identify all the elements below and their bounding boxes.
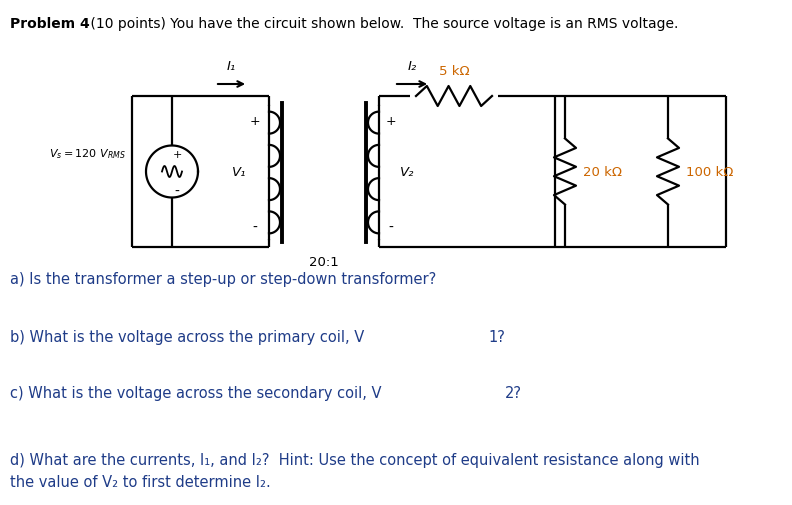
Text: V₁: V₁: [232, 166, 246, 179]
Text: +: +: [386, 114, 396, 127]
Text: 100 kΩ: 100 kΩ: [686, 166, 733, 179]
Text: the value of V₂ to first determine I₂.: the value of V₂ to first determine I₂.: [10, 474, 270, 489]
Text: -: -: [253, 221, 257, 234]
Text: a) Is the transformer a step-up or step-down transformer?: a) Is the transformer a step-up or step-…: [10, 272, 436, 287]
Text: +: +: [249, 114, 261, 127]
Text: c) What is the voltage across the secondary coil, V: c) What is the voltage across the second…: [10, 385, 381, 400]
Text: -: -: [389, 221, 394, 234]
Text: 20 kΩ: 20 kΩ: [583, 166, 622, 179]
Text: b) What is the voltage across the primary coil, V: b) What is the voltage across the primar…: [10, 329, 364, 344]
Text: $V_s = 120\ V_{RMS}$: $V_s = 120\ V_{RMS}$: [49, 147, 126, 161]
Text: +: +: [173, 150, 181, 160]
Text: I₁: I₁: [227, 60, 236, 73]
Text: V₂: V₂: [400, 166, 414, 179]
Text: 1?: 1?: [489, 329, 505, 344]
Text: 20:1: 20:1: [309, 255, 339, 268]
Text: 2?: 2?: [505, 385, 522, 400]
Text: I₂: I₂: [407, 60, 417, 73]
Text: Problem 4: Problem 4: [10, 17, 89, 31]
Text: (10 points) You have the circuit shown below.  The source voltage is an RMS volt: (10 points) You have the circuit shown b…: [86, 17, 679, 31]
Text: 5 kΩ: 5 kΩ: [439, 64, 470, 77]
Text: d) What are the currents, I₁, and I₂?  Hint: Use the concept of equivalent resis: d) What are the currents, I₁, and I₂? Hi…: [10, 452, 699, 467]
Text: -: -: [174, 184, 180, 198]
